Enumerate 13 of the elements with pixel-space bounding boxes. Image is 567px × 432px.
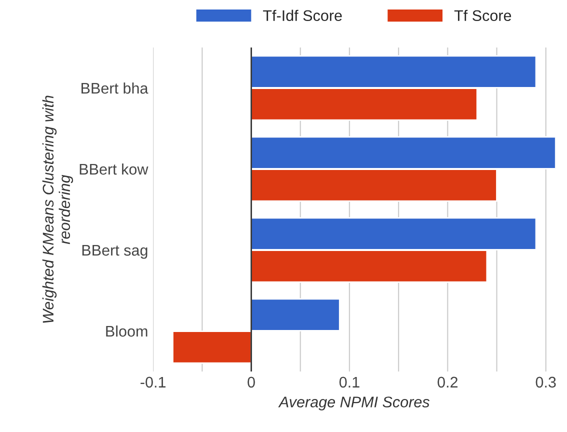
x-tick-label: 0	[248, 376, 255, 388]
x-tick-label: 0.2	[438, 376, 458, 388]
y-axis-title: Weighted KMeans Clustering with reordering	[42, 96, 74, 323]
y-tick-label: BBert bha	[82, 82, 148, 94]
y-tick-label: BBert kow	[80, 163, 148, 175]
x-tick-label: 0.1	[339, 376, 360, 388]
y-tick-label: Bloom	[106, 325, 148, 337]
x-tick-label: -0.1	[140, 376, 166, 388]
legend-label: Tf-Idf Score	[263, 10, 342, 22]
x-tick-label: 0.3	[536, 376, 556, 388]
y-tick-label: BBert sag	[82, 245, 148, 259]
x-axis-title: Average NPMI Scores	[278, 396, 430, 410]
legend-label: Tf Score	[454, 10, 512, 22]
